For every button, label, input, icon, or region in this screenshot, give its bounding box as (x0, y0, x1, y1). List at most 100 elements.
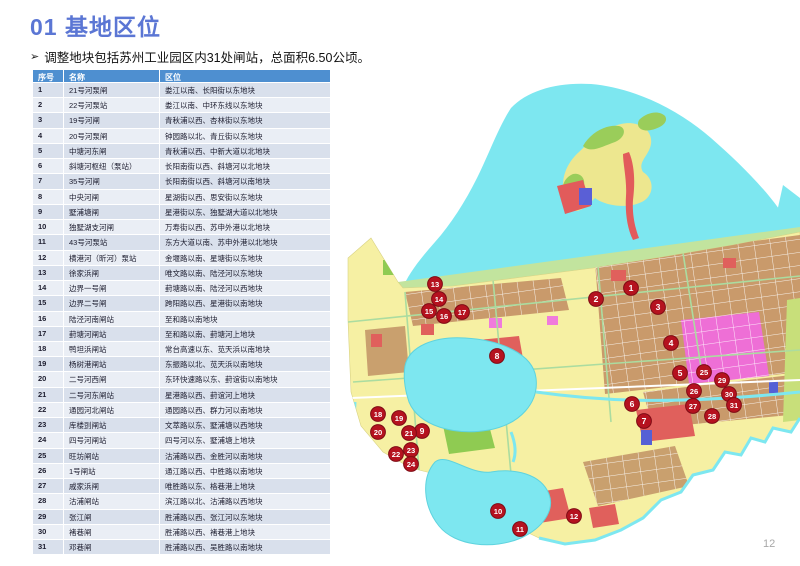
row-name: 35号河闸 (64, 174, 160, 190)
row-index: 14 (33, 281, 64, 297)
table-row: 1 21号河泵闸 娄江以南、长阳街以东地块 (33, 83, 330, 99)
map-marker-2: 2 (588, 291, 604, 307)
svg-text:8: 8 (495, 351, 500, 361)
map-marker-14: 14 (431, 291, 447, 307)
table-row: 4 20号河泵闸 钟园路以北、青丘街以东地块 (33, 128, 330, 144)
row-index: 3 (33, 113, 64, 129)
row-location: 至和路以南、葑塘河上地块 (160, 326, 330, 342)
row-location: 东方大道以南、苏申外港以北地块 (160, 235, 330, 251)
row-location: 胜浦路以西、褚巷港上地块 (160, 524, 330, 541)
table-row: 31 邓巷闸 胜浦路以西、吴胜路以南地块 (33, 540, 330, 556)
table-row: 12 横港河（昕河）泵站 金堰路以南、星塘街以东地块 (33, 250, 330, 266)
map-marker-18: 18 (370, 406, 386, 422)
row-name: 19号河闸 (64, 113, 160, 129)
row-name: 边界二号闸 (64, 296, 160, 312)
table-row: 13 徐家浜闸 唯文路以南、陆泾河以东地块 (33, 265, 330, 282)
map-marker-3: 3 (650, 299, 666, 315)
row-location: 青秋浦以西、杏林街以东地块 (160, 113, 330, 129)
row-location: 唯胜路以东、格巷港上地块 (160, 479, 330, 495)
row-location: 通园路以西、群力河以南地块 (160, 402, 330, 419)
svg-text:10: 10 (494, 507, 502, 516)
map-marker-6: 6 (624, 396, 640, 412)
gate-station-table: 序号 名称 区位 1 21号河泵闸 娄江以南、长阳街以东地块 2 22号河泵站 娄江以南、… (33, 70, 330, 556)
table-row: 22 通园河北闸站 通园路以西、群力河以南地块 (33, 402, 330, 419)
table-row: 11 43号河泵站 东方大道以南、苏申外港以北地块 (33, 235, 330, 251)
table-row: 19 杨树港闸站 东振路以北、苋天浜以南地块 (33, 357, 330, 373)
map-marker-12: 12 (566, 508, 582, 524)
row-location: 长阳南街以西、斜塘河以北地块 (160, 159, 330, 175)
row-index: 8 (33, 189, 64, 205)
table-row: 23 库楼剅闸站 文萃路以东、墅浦塘以西地块 (33, 418, 330, 434)
map-marker-10: 10 (490, 503, 506, 519)
table-row: 10 独墅湖支河闸 万寿街以西、苏申外港以北地块 (33, 220, 330, 236)
row-name: 中塘河东闸 (64, 143, 160, 160)
table-row: 29 张江闸 胜浦路以西、张江河以东地块 (33, 509, 330, 525)
row-name: 四号河闸站 (64, 433, 160, 449)
table-row: 17 葑塘河闸站 至和路以南、葑塘河上地块 (33, 326, 330, 342)
map-marker-16: 16 (436, 308, 452, 324)
bullet-arrow-icon: ➢ (30, 51, 40, 63)
svg-text:31: 31 (730, 401, 739, 410)
svg-text:14: 14 (435, 295, 444, 304)
map-marker-19: 19 (391, 410, 407, 426)
row-location: 胜浦路以西、吴胜路以南地块 (160, 540, 330, 556)
table-header-row: 序号 名称 区位 (33, 70, 330, 83)
table-row: 15 边界二号闸 跨阳路以西、星港街以南地块 (33, 296, 330, 312)
table-row: 14 边界一号闸 葑塘路以南、陆泾河以西地块 (33, 281, 330, 297)
row-location: 葑塘路以南、陆泾河以西地块 (160, 281, 330, 297)
map-marker-22: 22 (388, 446, 404, 462)
water-east-edge (773, 185, 800, 240)
row-name: 库楼剅闸站 (64, 418, 160, 434)
row-location: 东环快速路以东、葑谊街以南地块 (160, 372, 330, 388)
row-location: 金堰路以南、星塘街以东地块 (160, 250, 330, 266)
row-location: 滨江路以北、沽浦路以西地块 (160, 494, 330, 510)
row-name: 戚家浜闸 (64, 479, 160, 495)
row-name: 通园河北闸站 (64, 402, 160, 419)
row-location: 唯文路以南、陆泾河以东地块 (160, 265, 330, 282)
shoreline-strip (398, 227, 800, 295)
row-index: 12 (33, 250, 64, 266)
row-name: 沽浦闸站 (64, 494, 160, 510)
svg-text:15: 15 (425, 307, 434, 316)
row-index: 29 (33, 509, 64, 525)
row-name: 旺坊闸站 (64, 448, 160, 464)
row-location: 娄江以南、中环东线以东地块 (160, 98, 330, 114)
row-name: 22号河泵站 (64, 98, 160, 114)
row-location: 沽浦路以西、金胜河以南地块 (160, 448, 330, 464)
row-index: 27 (33, 479, 64, 495)
table-row: 27 戚家浜闸 唯胜路以东、格巷港上地块 (33, 479, 330, 495)
map-marker-27: 27 (685, 398, 701, 414)
row-location: 钟园路以北、青丘街以东地块 (160, 128, 330, 144)
svg-text:23: 23 (407, 446, 415, 455)
row-location: 文萃路以东、墅浦塘以西地块 (160, 418, 330, 434)
row-location: 星港路以西、葑谊河上地块 (160, 387, 330, 403)
svg-text:25: 25 (700, 368, 709, 377)
map-marker-31: 31 (726, 397, 742, 413)
svg-text:3: 3 (656, 302, 661, 312)
row-index: 24 (33, 433, 64, 449)
row-name: 邓巷闸 (64, 540, 160, 556)
table-row: 26 1号闸站 通江路以西、中胜路以南地块 (33, 463, 330, 480)
table-row: 3 19号河闸 青秋浦以西、杏林街以东地块 (33, 113, 330, 129)
row-location: 青秋浦以西、中新大道以北地块 (160, 143, 330, 160)
svg-text:1: 1 (629, 283, 634, 293)
table-row: 18 鸭坦浜闸站 常台高速以东、苋天浜以南地块 (33, 341, 330, 358)
map-marker-5: 5 (672, 365, 688, 381)
row-index: 31 (33, 540, 64, 556)
table-row: 30 褚巷闸 胜浦路以西、褚巷港上地块 (33, 524, 330, 541)
map-marker-20: 20 (370, 424, 386, 440)
row-name: 张江闸 (64, 509, 160, 525)
row-location: 常台高速以东、苋天浜以南地块 (160, 341, 330, 358)
svg-text:7: 7 (642, 416, 647, 426)
table-row: 7 35号河闸 长阳南街以西、斜塘河以南地块 (33, 174, 330, 190)
row-index: 5 (33, 143, 64, 160)
svg-text:29: 29 (718, 376, 726, 385)
district-west (365, 326, 409, 376)
svg-text:28: 28 (708, 412, 716, 421)
row-index: 22 (33, 402, 64, 419)
row-index: 30 (33, 524, 64, 541)
page-number: 12 (763, 538, 776, 550)
svg-text:11: 11 (516, 525, 525, 534)
